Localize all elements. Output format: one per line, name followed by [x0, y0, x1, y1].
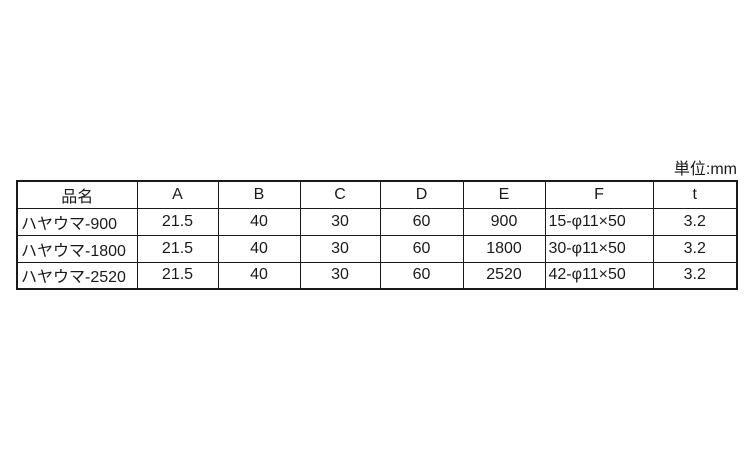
value-cell-e: 900: [462, 207, 546, 236]
product-name-cell: ハヤウマ-1800: [16, 234, 138, 263]
table-row: ハヤウマ-2520 21.5 40 30 60 2520 42-φ11×50 3…: [16, 261, 738, 290]
value-cell-e: 2520: [462, 261, 546, 290]
value-cell-t: 3.2: [652, 261, 738, 290]
column-header-t: t: [652, 180, 738, 209]
value-cell-d: 60: [379, 234, 464, 263]
header-row: 品名 A B C D E F t: [16, 180, 738, 209]
column-header-d: D: [379, 180, 464, 209]
value-cell-a: 21.5: [136, 261, 219, 290]
value-cell-b: 40: [217, 207, 301, 236]
value-cell-c: 30: [299, 207, 381, 236]
product-name-cell: ハヤウマ-2520: [16, 261, 138, 290]
column-header-name: 品名: [16, 180, 138, 209]
table-row: ハヤウマ-900 21.5 40 30 60 900 15-φ11×50 3.2: [16, 207, 738, 236]
product-name-cell: ハヤウマ-900: [16, 207, 138, 236]
value-cell-t: 3.2: [652, 234, 738, 263]
value-cell-f: 42-φ11×50: [544, 261, 654, 290]
value-cell-a: 21.5: [136, 234, 219, 263]
unit-label: 単位:mm: [673, 161, 737, 178]
value-cell-b: 40: [217, 234, 301, 263]
value-cell-d: 60: [379, 261, 464, 290]
column-header-e: E: [462, 180, 546, 209]
value-cell-e: 1800: [462, 234, 546, 263]
value-cell-b: 40: [217, 261, 301, 290]
column-header-b: B: [217, 180, 301, 209]
value-cell-a: 21.5: [136, 207, 219, 236]
column-header-a: A: [136, 180, 219, 209]
value-cell-c: 30: [299, 261, 381, 290]
value-cell-t: 3.2: [652, 207, 738, 236]
table-row: ハヤウマ-1800 21.5 40 30 60 1800 30-φ11×50 3…: [16, 234, 738, 263]
value-cell-f: 30-φ11×50: [544, 234, 654, 263]
column-header-f: F: [544, 180, 654, 209]
spec-table: 品名 A B C D E F t ハヤウマ-900 21.5 40 30 60 …: [16, 180, 738, 290]
value-cell-f: 15-φ11×50: [544, 207, 654, 236]
column-header-c: C: [299, 180, 381, 209]
value-cell-c: 30: [299, 234, 381, 263]
value-cell-d: 60: [379, 207, 464, 236]
